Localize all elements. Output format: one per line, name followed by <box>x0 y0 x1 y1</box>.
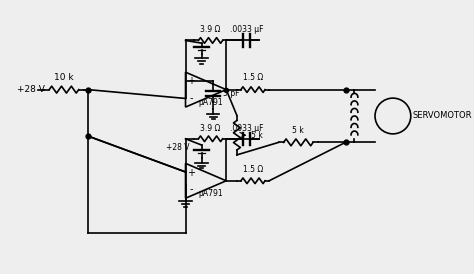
Text: 1.5 Ω: 1.5 Ω <box>243 73 263 82</box>
Text: 3.9 Ω: 3.9 Ω <box>201 25 221 34</box>
Text: 1.5 Ω: 1.5 Ω <box>243 165 263 174</box>
Text: μA791: μA791 <box>198 98 223 107</box>
Text: +: + <box>187 76 195 87</box>
Text: -: - <box>189 184 192 194</box>
Text: 5 k: 5 k <box>292 126 304 135</box>
Text: +28 V: +28 V <box>165 143 189 152</box>
Text: 5 k: 5 k <box>251 131 263 140</box>
Text: SERVOMOTOR: SERVOMOTOR <box>412 112 472 121</box>
Text: -: - <box>189 93 192 103</box>
Text: μA791: μA791 <box>198 189 223 198</box>
Text: .0033 μF: .0033 μF <box>229 124 263 133</box>
Text: .0033 μF: .0033 μF <box>229 25 263 34</box>
Text: 3.9 Ω: 3.9 Ω <box>201 124 221 133</box>
Text: +28 V: +28 V <box>18 85 46 94</box>
Text: 10 k: 10 k <box>54 73 74 82</box>
Text: 5 pF: 5 pF <box>223 89 239 98</box>
Text: +: + <box>187 168 195 178</box>
